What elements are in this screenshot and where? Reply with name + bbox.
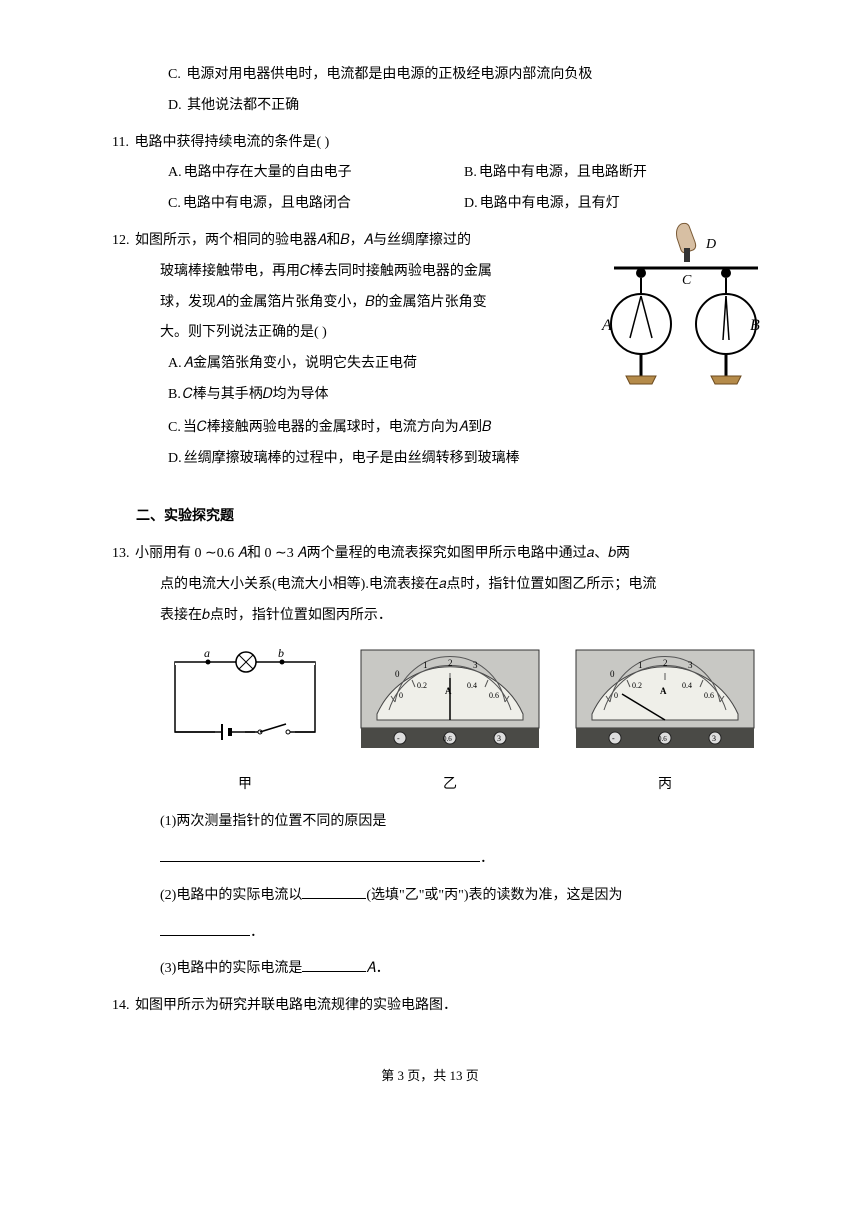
figure-yi: 0 1 2 3 0 0.2 A 0.4 0.6 - 0.6 3 乙 — [355, 644, 545, 802]
svg-text:0.6: 0.6 — [443, 735, 452, 743]
electroscope-diagram: D C A B — [580, 220, 760, 413]
point-a-label: a — [204, 646, 210, 660]
label-c: C — [682, 273, 692, 288]
figure-jia: a b 甲 — [160, 644, 330, 802]
fig-label-jia: 甲 — [160, 770, 330, 801]
label-d: D — [705, 237, 716, 252]
svg-text:3: 3 — [712, 734, 716, 743]
svg-text:1: 1 — [638, 660, 643, 670]
q13-sub3: (3)电路中的实际电流是𝐴． — [100, 954, 760, 985]
q12-stem-line1: 12. 如图所示，两个相同的验电器𝐴和𝐵，𝐴与丝绸摩擦过的 — [100, 226, 580, 257]
blank-fill[interactable] — [160, 922, 250, 936]
question-text: 如图甲所示为研究并联电路电流规律的实验电路图． — [135, 998, 457, 1013]
svg-text:2: 2 — [448, 658, 453, 668]
q11-option-b: B.电路中有电源，且电路断开 — [464, 158, 760, 189]
q11-stem: 11. 电路中获得持续电流的条件是( ) — [100, 128, 760, 159]
q11-option-a: A.电路中存在大量的自由电子 — [168, 158, 464, 189]
q12-option-b: B.𝐶棒与其手柄𝐷均为导体 — [100, 380, 580, 411]
svg-text:0.2: 0.2 — [632, 681, 642, 690]
svg-text:0: 0 — [610, 669, 615, 679]
svg-text:0.4: 0.4 — [467, 681, 477, 690]
option-label: C. — [168, 67, 181, 82]
question-number: 12. — [112, 233, 130, 248]
section-2-title: 二、实验探究题 — [100, 502, 760, 533]
blank-fill[interactable] — [160, 848, 480, 862]
question-number: 14. — [112, 998, 130, 1013]
svg-text:2: 2 — [663, 658, 668, 668]
question-text: 电路中获得持续电流的条件是( ) — [134, 135, 329, 150]
page-footer: 第 3 页，共 13 页 — [100, 1062, 760, 1091]
q13-sub2: (2)电路中的实际电流以(选填"乙"或"丙")表的读数为准，这是因为 — [100, 881, 760, 912]
q12-option-d: D.丝绸摩擦玻璃棒的过程中，电子是由丝绸转移到玻璃棒 — [100, 444, 760, 475]
svg-text:3: 3 — [497, 734, 501, 743]
label-b: B — [750, 317, 760, 334]
svg-text:3: 3 — [688, 660, 693, 670]
figure-bing: 0 1 2 3 0 0.2 A 0.4 0.6 - 0.6 3 丙 — [570, 644, 760, 802]
svg-text:0.2: 0.2 — [417, 681, 427, 690]
svg-text:0.4: 0.4 — [682, 681, 692, 690]
q14-stem: 14. 如图甲所示为研究并联电路电流规律的实验电路图． — [100, 991, 760, 1022]
q12-stem-line4: 大。则下列说法正确的是( ) — [100, 318, 580, 349]
fig-label-yi: 乙 — [355, 770, 545, 801]
svg-text:-: - — [397, 734, 400, 743]
svg-text:A: A — [445, 686, 452, 696]
q12-stem-line2: 玻璃棒接触带电，再用𝐶棒去同时接触两验电器的金属 — [100, 257, 580, 288]
label-a: A — [601, 317, 612, 334]
svg-text:-: - — [612, 734, 615, 743]
q13-stem-line1: 13. 小丽用有 0 ∼0.6 𝐴和 0 ∼3 𝐴两个量程的电流表探究如图甲所示… — [100, 539, 760, 570]
blank-fill[interactable] — [302, 958, 366, 972]
prev-option-c: C. 电源对用电器供电时，电流都是由电源的正极经电源内部流向负极 — [100, 60, 760, 91]
q11-option-d: D.电路中有电源，且有灯 — [464, 189, 760, 220]
q11-options-row1: A.电路中存在大量的自由电子 B.电路中有电源，且电路断开 — [100, 158, 760, 189]
q12-option-a: A.𝐴金属箔张角变小，说明它失去正电荷 — [100, 349, 580, 380]
question-number: 11. — [112, 135, 129, 150]
q13-sub1-blank: ． — [100, 844, 760, 875]
blank-fill[interactable] — [302, 885, 366, 899]
q13-figures: a b 甲 — [160, 644, 760, 802]
q12-option-c: C.当𝐶棒接触两验电器的金属球时，电流方向为𝐴到𝐵 — [100, 413, 760, 444]
fig-label-bing: 丙 — [570, 770, 760, 801]
q11-option-c: C.电路中有电源，且电路闭合 — [168, 189, 464, 220]
q13-stem-line3: 表接在𝑏点时，指针位置如图丙所示． — [100, 601, 760, 632]
prev-option-d: D. 其他说法都不正确 — [100, 91, 760, 122]
svg-text:0: 0 — [395, 669, 400, 679]
q13-stem-line2: 点的电流大小关系(电流大小相等).电流表接在𝑎点时，指针位置如图乙所示；电流 — [100, 570, 760, 601]
svg-text:0.6: 0.6 — [704, 691, 714, 700]
q13-sub1: (1)两次测量指针的位置不同的原因是 — [100, 807, 760, 838]
svg-text:A: A — [660, 686, 667, 696]
question-number: 13. — [112, 546, 130, 561]
svg-text:1: 1 — [423, 660, 428, 670]
point-b-label: b — [278, 646, 284, 660]
option-text: 其他说法都不正确 — [187, 98, 299, 113]
option-label: D. — [168, 98, 182, 113]
svg-text:0: 0 — [614, 691, 618, 700]
q13-sub2-blank: ． — [100, 918, 760, 949]
svg-text:0: 0 — [399, 691, 403, 700]
svg-text:0.6: 0.6 — [658, 735, 667, 743]
option-text: 电源对用电器供电时，电流都是由电源的正极经电源内部流向负极 — [186, 67, 592, 82]
svg-text:3: 3 — [473, 660, 478, 670]
q12-stem-line3: 球，发现𝐴的金属箔片张角变小，𝐵的金属箔片张角变 — [100, 288, 580, 319]
svg-text:0.6: 0.6 — [489, 691, 499, 700]
q11-options-row2: C.电路中有电源，且电路闭合 D.电路中有电源，且有灯 — [100, 189, 760, 220]
